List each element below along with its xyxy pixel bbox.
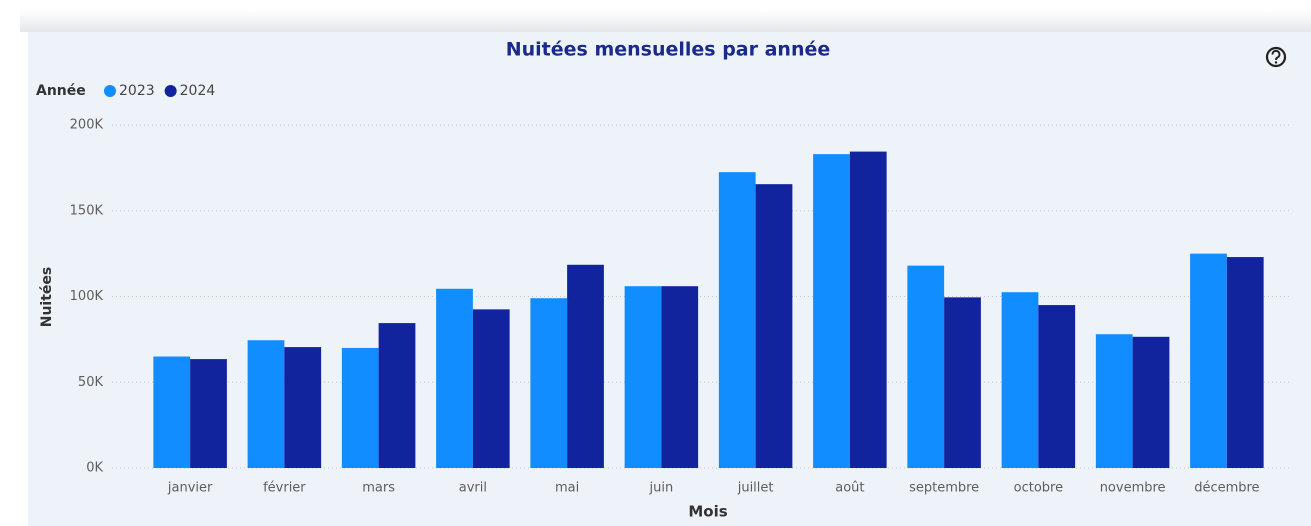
y-axis-label: Nuitées (39, 267, 55, 328)
bar (718, 172, 756, 468)
bar (1001, 292, 1039, 468)
bar (907, 265, 945, 468)
y-tick-label: 0K (86, 461, 103, 476)
bar (944, 297, 981, 468)
bar (378, 323, 416, 468)
legend-swatch (164, 85, 177, 97)
legend-label: 2023 (119, 83, 155, 99)
x-tick-label: août (835, 481, 864, 496)
bar (1095, 334, 1133, 468)
bar (624, 286, 662, 468)
bar (813, 154, 850, 468)
y-tick-label: 50K (78, 375, 104, 390)
x-tick-label: février (263, 481, 306, 496)
bar (849, 151, 887, 468)
help-icon[interactable] (1265, 46, 1287, 68)
y-tick-label: 200K (70, 118, 104, 133)
bar (661, 286, 699, 468)
y-tick-label: 100K (70, 289, 104, 304)
x-tick-label: juillet (737, 481, 774, 496)
x-axis-label: Mois (688, 503, 727, 521)
bar (247, 340, 285, 468)
x-tick-label: mars (362, 481, 395, 496)
x-tick-label: octobre (1014, 481, 1063, 496)
bar (530, 298, 568, 468)
bar (153, 356, 191, 468)
bar (1190, 253, 1227, 468)
bar (1132, 336, 1170, 468)
x-tick-label: juin (649, 481, 674, 496)
x-tick-label: mai (555, 481, 579, 496)
bar (567, 264, 604, 468)
bar (1226, 257, 1264, 468)
x-tick-label: novembre (1100, 481, 1166, 496)
x-tick-label: septembre (909, 481, 979, 496)
chart-title: Nuitées mensuelles par année (506, 39, 831, 61)
bar (436, 288, 473, 468)
bar (472, 309, 510, 468)
bar (1038, 305, 1076, 468)
legend-title: Année (36, 83, 86, 99)
x-tick-label: décembre (1194, 481, 1259, 496)
legend: 2023 2024 (104, 83, 215, 99)
bar (284, 347, 322, 468)
top-shadow (20, 10, 1311, 32)
x-tick-label: janvier (167, 481, 213, 496)
bar (755, 184, 793, 469)
legend-label: 2024 (180, 83, 216, 99)
legend-swatch (104, 85, 116, 97)
x-tick-label: avril (459, 481, 487, 496)
y-tick-label: 150K (70, 203, 104, 218)
bar (341, 347, 379, 468)
bar (190, 359, 227, 468)
